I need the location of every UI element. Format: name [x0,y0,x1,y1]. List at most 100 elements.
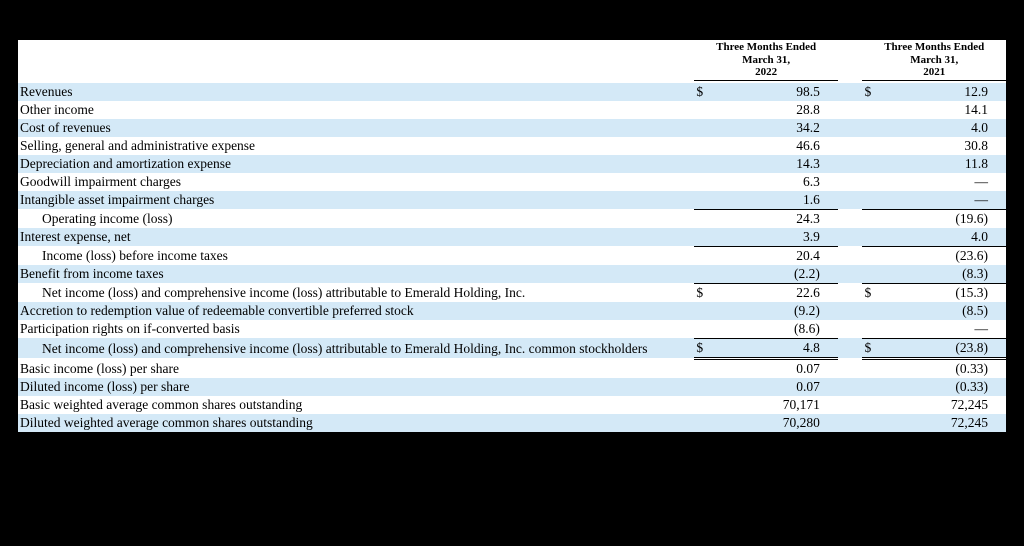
currency-symbol [694,246,717,265]
col-gap [838,283,863,302]
cell-value: (9.2) [717,302,838,320]
table-row: Diluted weighted average common shares o… [18,414,1006,432]
row-label: Participation rights on if-converted bas… [18,320,694,339]
currency-symbol [862,209,885,228]
currency-symbol: $ [862,338,885,358]
currency-symbol [694,191,717,210]
cell-value: 70,280 [717,414,838,432]
cell-value: 72,245 [885,414,1006,432]
column-header-period-2: Three Months EndedMarch 31,2021 [862,40,1006,83]
cell-value: 14.1 [885,101,1006,119]
row-label: Depreciation and amortization expense [18,155,694,173]
cell-value: (8.6) [717,320,838,339]
cell-value: 14.3 [717,155,838,173]
period-line1: Three Months Ended [884,41,984,53]
currency-symbol [862,119,885,137]
cell-value: (8.3) [885,265,1006,284]
row-label: Selling, general and administrative expe… [18,137,694,155]
currency-symbol [862,265,885,284]
currency-symbol: $ [694,283,717,302]
cell-value: 0.07 [717,378,838,396]
currency-symbol: $ [694,83,717,101]
table-row: Interest expense, net3.94.0 [18,228,1006,247]
cell-value: (23.8) [885,338,1006,358]
row-label: Basic weighted average common shares out… [18,396,694,414]
header-blank [18,40,694,83]
currency-symbol: $ [862,83,885,101]
currency-symbol: $ [862,283,885,302]
table-row: Benefit from income taxes(2.2)(8.3) [18,265,1006,284]
currency-symbol [694,265,717,284]
col-gap [838,265,863,284]
table-row: Basic income (loss) per share0.07(0.33) [18,358,1006,378]
table-row: Diluted income (loss) per share 0.07 (0.33… [18,378,1006,396]
currency-symbol [694,155,717,173]
cell-value: (0.33) [885,358,1006,378]
table-row: Participation rights on if-converted bas… [18,320,1006,339]
currency-symbol [694,209,717,228]
col-gap [838,155,863,173]
col-gap [838,414,863,432]
row-label: Goodwill impairment charges [18,173,694,191]
col-gap [838,83,863,101]
header-gap [838,40,863,83]
cell-value: 4.0 [885,228,1006,247]
row-label: Other income [18,101,694,119]
col-gap [838,191,863,210]
col-gap [838,209,863,228]
currency-symbol [694,414,717,432]
column-header-period-1: Three Months EndedMarch 31,2022 [694,40,837,83]
currency-symbol [862,173,885,191]
cell-value: 11.8 [885,155,1006,173]
table-row: Goodwill impairment charges6.3— [18,173,1006,191]
cell-value: 24.3 [717,209,838,228]
currency-symbol [862,101,885,119]
col-gap [838,396,863,414]
cell-value: (8.5) [885,302,1006,320]
cell-value: 22.6 [717,283,838,302]
currency-symbol [694,119,717,137]
cell-value: — [885,173,1006,191]
col-gap [838,302,863,320]
currency-symbol [862,191,885,210]
currency-symbol [694,358,717,378]
col-gap [838,101,863,119]
currency-symbol: $ [694,338,717,358]
row-label: Diluted income (loss) per share [18,378,694,396]
row-label: Cost of revenues [18,119,694,137]
cell-value: 4.0 [885,119,1006,137]
cell-value: 30.8 [885,137,1006,155]
cell-value: (0.33) [885,378,1006,396]
cell-value: 34.2 [717,119,838,137]
row-label: Accretion to redemption value of redeema… [18,302,694,320]
col-gap [838,137,863,155]
table-row: Selling, general and administrative expe… [18,137,1006,155]
col-gap [838,378,863,396]
period-line2: March 31, [910,54,958,66]
currency-symbol [862,358,885,378]
table-row: Cost of revenues 34.2 4.0 [18,119,1006,137]
currency-symbol [694,378,717,396]
currency-symbol [862,137,885,155]
row-label: Net income (loss) and comprehensive inco… [18,283,694,302]
col-gap [838,173,863,191]
row-label: Benefit from income taxes [18,265,694,284]
col-gap [838,358,863,378]
cell-value: 70,171 [717,396,838,414]
table-row: Income (loss) before income taxes20.4(23… [18,246,1006,265]
table-row: Accretion to redemption value of redeema… [18,302,1006,320]
currency-symbol [862,302,885,320]
period-line1: Three Months Ended [716,41,816,53]
currency-symbol [694,137,717,155]
row-label: Revenues [18,83,694,101]
currency-symbol [862,246,885,265]
currency-symbol [862,378,885,396]
cell-value: 1.6 [717,191,838,210]
col-gap [838,338,863,358]
currency-symbol [862,414,885,432]
currency-symbol [694,173,717,191]
cell-value: 12.9 [885,83,1006,101]
cell-value: 20.4 [717,246,838,265]
cell-value: 98.5 [717,83,838,101]
currency-symbol [862,155,885,173]
